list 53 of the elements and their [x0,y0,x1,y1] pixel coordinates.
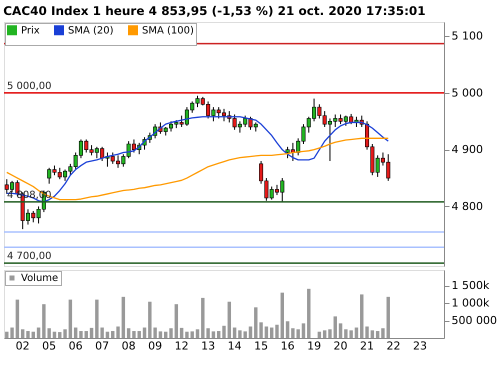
ref-line-label: 4 700,00 [7,251,52,262]
bar [20,329,24,338]
x-tick-label: 19 [307,340,322,352]
y-tick-label: 4 900 [452,143,483,156]
bar [174,304,178,338]
x-tick-label: 13 [201,340,216,352]
bar [201,298,205,338]
y-tick-label: 5 000 [452,86,483,100]
x-tick-label: 08 [122,340,136,352]
bar [5,332,9,338]
x-tick-label: 12 [174,340,189,352]
bar [243,331,247,338]
bar [84,331,88,338]
legend-label: Prix [21,25,40,36]
x-tick-label: 14 [228,340,242,352]
y-tick-label: 4 800 [452,200,483,213]
y-tick-label: 500 000 [452,314,497,328]
x-tick-label: 22 [386,340,401,352]
x-tick-label: 09 [148,340,162,352]
legend-label: Volume [21,273,58,284]
bar [216,331,220,338]
bar [111,331,114,338]
bar [270,328,274,338]
bar [307,288,310,338]
y-tick-label: 5 100 [452,30,483,43]
bar [254,307,258,338]
y-tick-label: 1 500k [452,279,490,292]
bar [334,316,337,338]
bar [228,302,232,338]
x-tick-label: 07 [95,340,110,352]
x-tick-label: 15 [254,340,268,352]
bar [190,331,194,338]
x-tick-label: 02 [16,340,30,352]
bar [318,332,322,338]
y-tick-label: 1 000k [452,296,490,310]
x-tick-label: 16 [280,340,295,352]
x-tick-label: 21 [360,340,374,352]
x-tick-label: 05 [42,340,56,352]
bar [138,331,141,338]
chart-title: CAC40 Index 1 heure 4 853,95 (-1,53 %) 21 oct. 2020 17:35:01 [3,4,426,18]
bar [386,296,390,338]
x-tick-label: 06 [68,340,83,352]
legend-label: SMA (20) [68,25,114,36]
x-tick-label: 20 [334,340,348,352]
ref-line-label: 5 000,00 [7,80,52,92]
bar [280,292,284,338]
bar [58,332,62,338]
bar [169,328,173,338]
bar [32,332,35,338]
bar [164,332,168,338]
bar [360,294,364,338]
legend-label: SMA (100) [142,25,194,36]
x-tick-label: 23 [413,340,428,352]
